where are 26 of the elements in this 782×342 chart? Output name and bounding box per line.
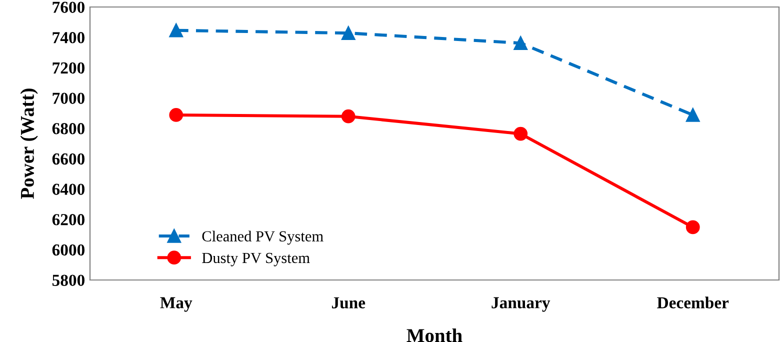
x-axis-title: Month xyxy=(406,328,462,342)
y-tick-label: 5800 xyxy=(52,274,85,286)
point xyxy=(341,26,356,40)
point xyxy=(169,108,184,122)
y-tick-label: 7600 xyxy=(52,2,85,13)
x-tick-label: January xyxy=(492,297,550,312)
y-tick-label: 6200 xyxy=(52,214,85,226)
x-tick-label: June xyxy=(332,297,366,308)
point xyxy=(514,36,528,50)
point xyxy=(514,126,528,141)
point xyxy=(686,108,700,122)
legend-label: Dusty PV System xyxy=(202,252,310,266)
x-tick-label: May xyxy=(160,297,192,312)
y-tick-label: 6800 xyxy=(52,123,85,134)
y-tick-label: 7400 xyxy=(52,32,85,44)
point xyxy=(169,23,184,38)
y-axis-title: Power (Watt) xyxy=(20,88,38,199)
y-tick-label: 7200 xyxy=(52,62,85,74)
y-tick-label: 6600 xyxy=(52,153,85,165)
y-tick-label: 7000 xyxy=(52,92,85,104)
y-tick-label: 6400 xyxy=(52,184,85,195)
point xyxy=(686,220,700,234)
y-tick-label: 6000 xyxy=(52,244,85,256)
point xyxy=(341,109,356,124)
x-tick-label: December xyxy=(657,296,729,308)
legend-label: Cleaned PV System xyxy=(202,230,324,245)
